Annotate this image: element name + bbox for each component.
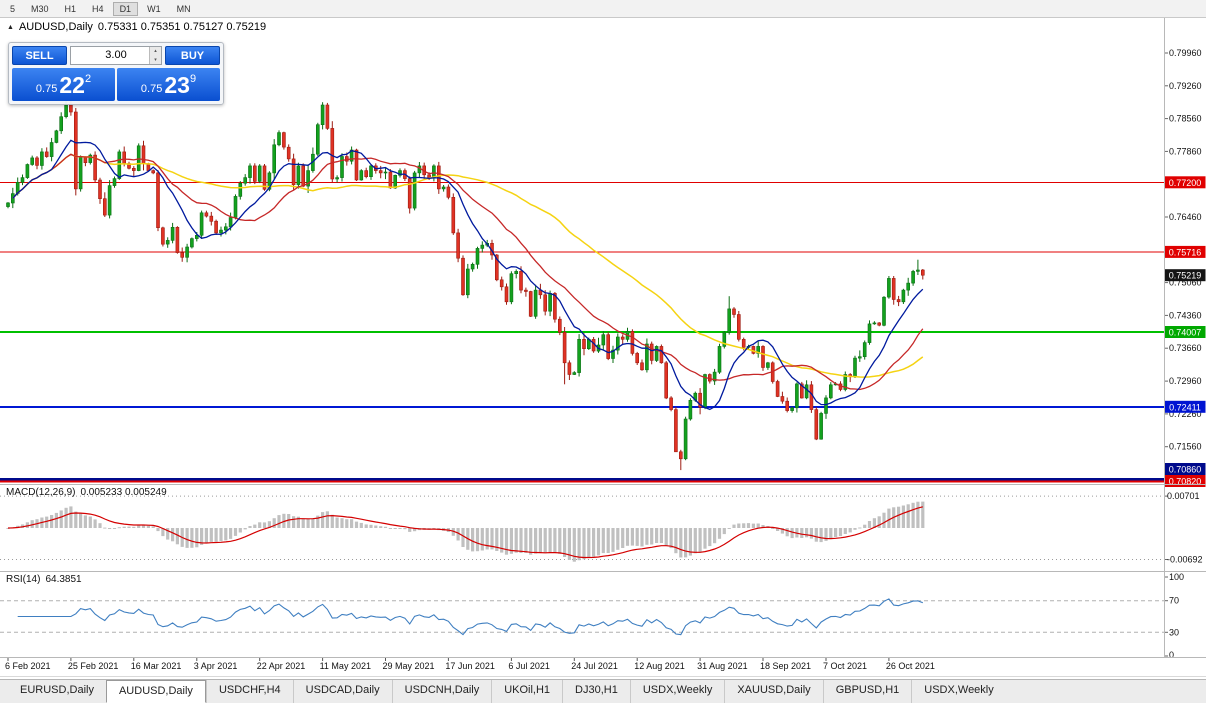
svg-text:0.75219: 0.75219 <box>1169 271 1202 281</box>
chart-tab-5-ukoil-h1[interactable]: UKOil,H1 <box>491 680 562 703</box>
buy-price-point: 9 <box>189 72 197 85</box>
moving-averages <box>12 139 924 411</box>
macd-values: 0.005233 0.005249 <box>80 487 167 498</box>
svg-text:7 Oct 2021: 7 Oct 2021 <box>823 661 867 671</box>
chart-tab-4-usdcnh-daily[interactable]: USDCNH,Daily <box>391 680 492 703</box>
svg-text:0: 0 <box>1169 650 1174 660</box>
sell-price[interactable]: 0.75 22 2 <box>12 68 115 101</box>
timeframe-button-w1[interactable]: W1 <box>147 3 161 14</box>
volume-input[interactable]: 3.00 ▴ ▾ <box>70 46 162 65</box>
sell-price-pips: 22 <box>59 71 85 98</box>
svg-text:0.75716: 0.75716 <box>1169 247 1202 257</box>
svg-text:0.77200: 0.77200 <box>1169 178 1202 188</box>
svg-text:6 Feb 2021: 6 Feb 2021 <box>5 661 51 671</box>
panel-dividers[interactable] <box>0 18 1206 677</box>
svg-text:6 Jul 2021: 6 Jul 2021 <box>508 661 550 671</box>
svg-text:16 Mar 2021: 16 Mar 2021 <box>131 661 182 671</box>
chart-title: ▲ AUDUSD,Daily 0.75331 0.75351 0.75127 0… <box>7 21 266 33</box>
svg-text:18 Sep 2021: 18 Sep 2021 <box>760 661 811 671</box>
timeframe-button-5[interactable]: 5 <box>10 3 16 14</box>
svg-text:17 Jun 2021: 17 Jun 2021 <box>445 661 495 671</box>
volume-down-button[interactable]: ▾ <box>149 55 161 64</box>
rsi-panel: 100 70 30 0 <box>0 572 1184 660</box>
chart-tabs-bar: EURUSD,Daily AUDUSD,Daily USDCHF,H4 USDCAD,… <box>0 679 1206 703</box>
sell-button[interactable]: SELL <box>12 46 67 65</box>
svg-text:0.70820: 0.70820 <box>1169 477 1202 487</box>
svg-text:0.74360: 0.74360 <box>1169 310 1202 320</box>
svg-text:-0.00692: -0.00692 <box>1167 555 1203 565</box>
macd-label: MACD(12,26,9) 0.005233 0.005249 <box>6 487 172 498</box>
svg-text:11 May 2021: 11 May 2021 <box>320 661 371 671</box>
svg-text:0.79260: 0.79260 <box>1169 81 1202 91</box>
timeframe-button-h4[interactable]: H4 <box>92 3 104 14</box>
svg-text:0.71560: 0.71560 <box>1169 442 1202 452</box>
volume-up-button[interactable]: ▴ <box>149 47 161 56</box>
rsi-label: RSI(14) 64.3851 <box>6 574 87 585</box>
chart-symbol-period: AUDUSD,Daily <box>18 21 93 33</box>
svg-text:0.70860: 0.70860 <box>1169 465 1202 475</box>
svg-text:0.78560: 0.78560 <box>1169 114 1202 124</box>
svg-text:0.76460: 0.76460 <box>1169 212 1202 222</box>
rsi-value: 64.3851 <box>45 574 82 585</box>
chart-tab-8-xauusd-daily[interactable]: XAUUSD,Daily <box>724 680 822 703</box>
date-axis[interactable]: 6 Feb 2021 25 Feb 2021 16 Mar 2021 3 Apr 20… <box>5 658 935 671</box>
one-click-toggle-icon[interactable]: ▲ <box>7 24 14 31</box>
price-axis[interactable]: 0.79960 0.79260 0.78560 0.77860 0.76460 0.750… <box>1164 48 1206 487</box>
one-click-trading-panel: SELL 3.00 ▴ ▾ BUY 0.75 22 2 0.75 23 9 <box>8 42 224 105</box>
chart-tab-2-usdchf-h4[interactable]: USDCHF,H4 <box>205 680 293 703</box>
buy-price-base: 0.75 <box>140 82 163 95</box>
svg-text:30: 30 <box>1169 627 1179 637</box>
buy-price-pips: 23 <box>164 71 190 98</box>
macd-panel: 0.00701 -0.00692 <box>0 491 1203 565</box>
svg-text:0.00701: 0.00701 <box>1167 491 1200 501</box>
volume-value: 3.00 <box>105 49 127 61</box>
svg-text:31 Aug 2021: 31 Aug 2021 <box>697 661 748 671</box>
sell-price-base: 0.75 <box>35 82 58 95</box>
svg-text:100: 100 <box>1169 572 1184 582</box>
svg-text:3 Apr 2021: 3 Apr 2021 <box>194 661 238 671</box>
svg-text:0.75060: 0.75060 <box>1169 278 1202 288</box>
svg-text:0.79960: 0.79960 <box>1169 48 1202 58</box>
macd-name: MACD(12,26,9) <box>6 487 76 498</box>
svg-text:0.74007: 0.74007 <box>1169 328 1202 338</box>
timeframe-button-d1[interactable]: D1 <box>112 1 139 16</box>
chart-tab-1-audusd-daily[interactable]: AUDUSD,Daily <box>105 680 206 703</box>
svg-text:0.77860: 0.77860 <box>1169 146 1202 156</box>
chart-tab-9-gbpusd-h1[interactable]: GBPUSD,H1 <box>822 680 912 703</box>
chart-ohlc-values: 0.75331 0.75351 0.75127 0.75219 <box>97 21 267 33</box>
chart-tab-3-usdcad-daily[interactable]: USDCAD,Daily <box>292 680 392 703</box>
svg-text:29 May 2021: 29 May 2021 <box>383 661 435 671</box>
chart-tab-7-usdx-weekly[interactable]: USDX,Weekly <box>629 680 724 703</box>
svg-text:22 Apr 2021: 22 Apr 2021 <box>257 661 306 671</box>
svg-text:24 Jul 2021: 24 Jul 2021 <box>571 661 618 671</box>
svg-text:0.72260: 0.72260 <box>1169 409 1202 419</box>
timeframe-button-m30[interactable]: M30 <box>31 3 49 14</box>
svg-text:0.72960: 0.72960 <box>1169 376 1202 386</box>
buy-price[interactable]: 0.75 23 9 <box>117 68 220 101</box>
candlestick-series <box>6 95 925 471</box>
svg-text:25 Feb 2021: 25 Feb 2021 <box>68 661 119 671</box>
timeframe-button-h1[interactable]: H1 <box>64 3 77 14</box>
svg-text:26 Oct 2021: 26 Oct 2021 <box>886 661 935 671</box>
buy-button[interactable]: BUY <box>165 46 220 65</box>
svg-text:0.72411: 0.72411 <box>1169 402 1201 412</box>
rsi-name: RSI(14) <box>6 574 41 585</box>
timeframe-toolbar: 5 M30 H1 H4 D1 W1 MN <box>0 0 1206 18</box>
svg-text:12 Aug 2021: 12 Aug 2021 <box>634 661 685 671</box>
timeframe-button-mn[interactable]: MN <box>176 3 191 14</box>
chart-tab-10-usdx-weekly[interactable]: USDX,Weekly <box>911 680 1005 703</box>
svg-text:0.73660: 0.73660 <box>1169 343 1202 353</box>
chart-tab-6-dj30-h1[interactable]: DJ30,H1 <box>562 680 630 703</box>
sell-price-point: 2 <box>84 72 92 85</box>
svg-text:70: 70 <box>1169 596 1179 606</box>
chart-tab-0-eurusd-daily[interactable]: EURUSD,Daily <box>20 684 94 696</box>
